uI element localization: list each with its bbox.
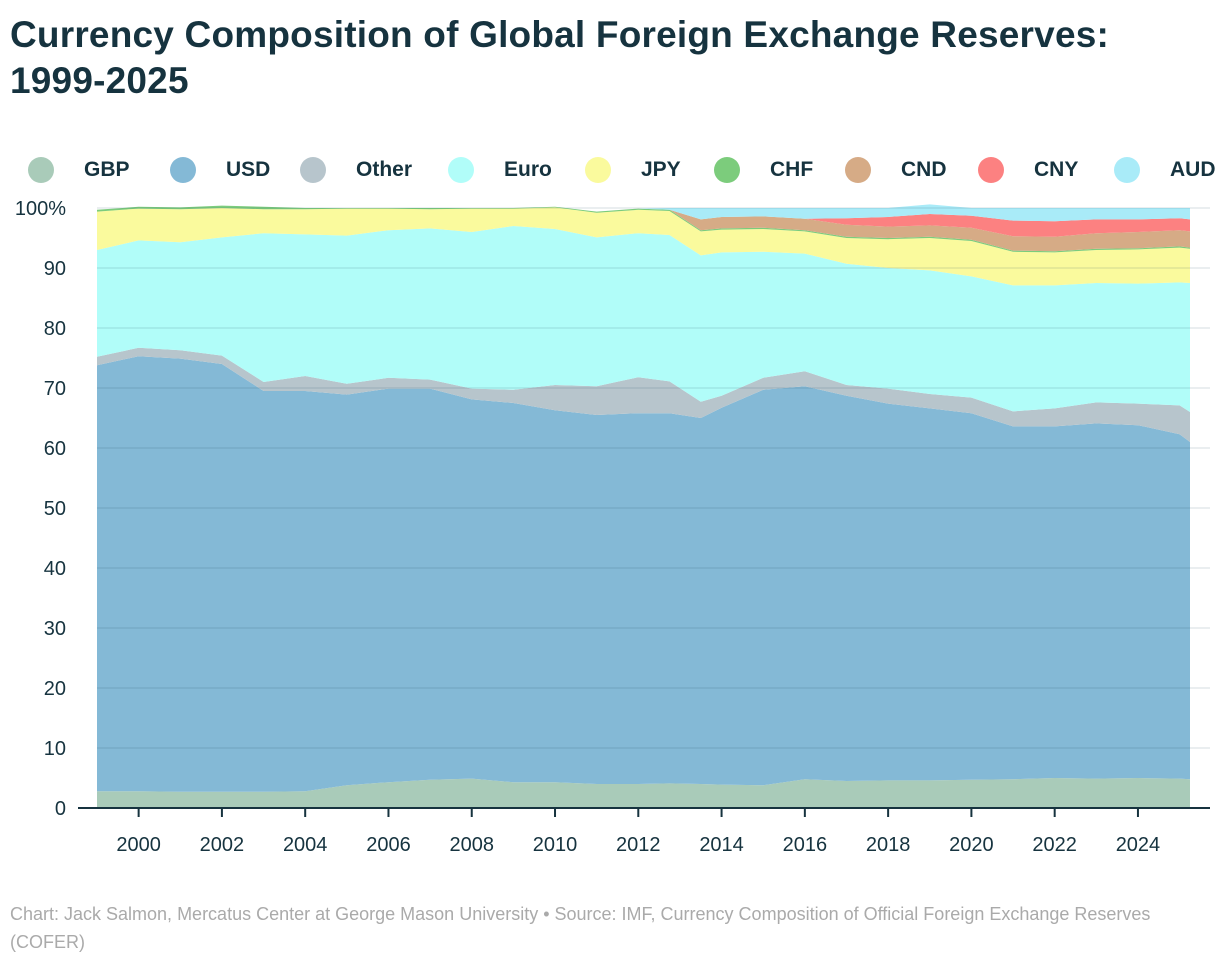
legend-label: Other [356,158,413,181]
x-tick-label: 2014 [699,834,744,856]
area-gbp [97,778,1190,808]
legend-swatch-cny [978,157,1004,183]
legend-label: CND [901,158,947,181]
area-jpy [97,207,1190,286]
y-tick-label: 40 [44,558,66,580]
y-tick-label: 80 [44,318,66,340]
x-tick-label: 2002 [200,834,245,856]
y-tick-label: 10 [44,738,66,760]
legend-item-usd: USD [170,150,270,190]
legend-item-euro: Euro [448,150,552,190]
y-tick-label: 30 [44,618,66,640]
legend-label: GBP [84,158,130,181]
area-series-group [97,204,1190,808]
legend-swatch-chf [714,157,740,183]
legend-label: CNY [1034,158,1079,181]
legend-item-cnd: CND [845,150,947,190]
x-tick-label: 2012 [616,834,661,856]
y-tick-label: 20 [44,678,66,700]
legend-item-jpy: JPY [585,150,681,190]
legend-item-gbp: GBP [28,150,130,190]
legend-swatch-gbp [28,157,54,183]
legend-swatch-aud [1114,157,1140,183]
chart-source-note: Chart: Jack Salmon, Mercatus Center at G… [10,904,1151,952]
legend-item-aud: AUD [1114,150,1216,190]
area-euro [97,226,1190,412]
x-tick-label: 2016 [783,834,828,856]
area-aud [97,204,1190,222]
y-tick-label: 70 [44,378,66,400]
area-other [97,347,1190,442]
legend-label: USD [226,158,271,181]
area-cnd [97,205,1190,252]
y-tick-label: 60 [44,438,66,460]
area-usd [97,356,1190,792]
x-tick-label: 2000 [116,834,161,856]
y-tick-label: 90 [44,258,66,280]
y-tick-label: 50 [44,498,66,520]
legend-swatch-jpy [585,157,611,183]
chart-title: Currency Composition of Global Foreign E… [10,14,1110,101]
x-tick-label: 2008 [449,834,494,856]
x-tick-label: 2022 [1032,834,1077,856]
legend-item-cny: CNY [978,150,1078,190]
legend-label: Euro [504,158,552,181]
x-tick-label: 2018 [866,834,911,856]
x-tick-label: 2006 [366,834,411,856]
legend-label: AUD [1170,158,1216,181]
y-tick-label: 0 [55,798,66,820]
area-cny [97,205,1190,237]
chart-plot: 0 10 20 30 40 50 60 70 80 90 100% 2000 2002 2004 2006 2… [15,198,1210,856]
legend-swatch-cnd [845,157,871,183]
x-tick-label: 2024 [1116,834,1161,856]
legend-swatch-usd [170,157,196,183]
legend-item-other: Other [300,150,412,190]
legend-label: CHF [770,158,814,181]
x-tick-label: 2020 [949,834,994,856]
legend-swatch-euro [448,157,474,183]
legend-label: JPY [641,158,681,181]
y-tick-label: 100% [15,198,66,220]
legend: GBP USD Other Euro JPY CHF CND CNY AUD [28,150,1218,190]
legend-swatch-other [300,157,326,183]
legend-item-chf: CHF [714,150,813,190]
x-tick-label: 2004 [283,834,328,856]
x-tick-label: 2010 [533,834,578,856]
